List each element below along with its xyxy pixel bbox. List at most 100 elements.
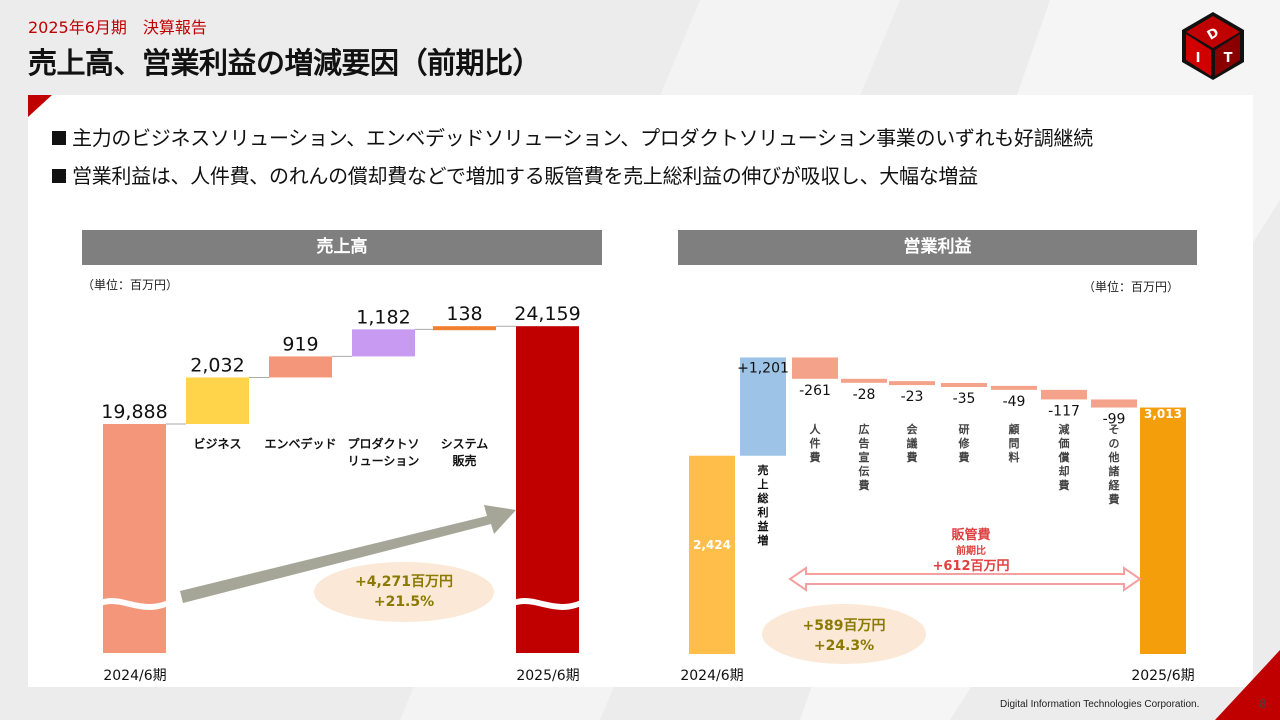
profit-bar-1 (740, 357, 786, 456)
profit-value-label: -261 (799, 383, 831, 399)
axis-break-mark (514, 598, 581, 610)
footer-company: Digital Information Technologies Corpora… (1000, 699, 1200, 710)
profit-category-label: 減 (1059, 422, 1070, 436)
profit-growth-bubble (762, 604, 926, 664)
profit-category-label: 費 (809, 450, 821, 464)
red-corner-accent (28, 95, 52, 117)
profit-value-label: 2,424 (693, 538, 731, 552)
profit-category-label: 売 (758, 463, 769, 477)
sales-growth-rate: +21.5% (374, 594, 434, 610)
sales-category-label: ビジネス (193, 436, 241, 451)
sga-sublabel: 前期比 (956, 544, 986, 557)
sales-category-label: 販売 (452, 453, 476, 468)
sales-x-end-label: 2025/6期 (516, 668, 579, 684)
sales-bar-start (103, 424, 166, 653)
sales-category-label: システム (441, 437, 489, 451)
profit-category-label: 議 (907, 436, 918, 450)
profit-category-label: 料 (1009, 450, 1020, 464)
sales-chart-header: 売上高 (82, 230, 602, 265)
profit-growth-rate: +24.3% (814, 638, 874, 654)
profit-value-label: -49 (1003, 394, 1026, 410)
bullet-1-text: 主力のビジネスソリューション、エンベデッドソリューション、プロダクトソリューショ… (72, 126, 1093, 150)
profit-category-label: 総 (758, 491, 769, 505)
sga-double-arrow (788, 566, 1142, 592)
profit-category-label: そ (1109, 423, 1120, 436)
profit-category-label: 費 (1108, 492, 1120, 506)
profit-bar-3 (841, 378, 887, 383)
profit-category-label: 他 (1108, 450, 1120, 464)
sales-value-label: 19,888 (101, 401, 167, 423)
profit-chart-header: 営業利益 (678, 230, 1197, 265)
profit-category-label: 費 (906, 450, 918, 464)
profit-category-label: 経 (1109, 478, 1121, 492)
sales-value-label: 138 (446, 303, 482, 325)
sga-amount: +612百万円 (932, 559, 1009, 574)
profit-unit-label: （単位：百万円） (1083, 280, 1180, 294)
sales-bar-1 (186, 377, 249, 424)
profit-bar-6 (991, 385, 1037, 390)
report-subtitle: 2025年6月期 決算報告 (28, 18, 207, 37)
profit-category-label: 費 (1058, 478, 1070, 492)
profit-value-label: -117 (1048, 403, 1080, 419)
profit-category-label: 顧 (1009, 422, 1020, 436)
profit-category-label: 会 (907, 422, 919, 436)
profit-value-label: +1,201 (737, 360, 789, 376)
sales-growth-bubble (314, 562, 494, 622)
profit-value-label: -99 (1103, 412, 1126, 428)
profit-category-label: の (1109, 437, 1120, 450)
red-corner-decoration (1215, 650, 1280, 720)
profit-category-label: 修 (958, 436, 971, 450)
page-number: 8 (1259, 697, 1267, 711)
profit-category-label: 件 (810, 436, 821, 450)
sales-category-label: プロダクトソ (347, 436, 419, 451)
bullet-2: 営業利益は、人件費、のれんの償却費などで増加する販管費を売上総利益の伸びが吸収し… (52, 160, 978, 189)
profit-category-label: 研 (959, 423, 970, 436)
profit-bar-8 (1091, 399, 1137, 408)
profit-bar-7 (1041, 389, 1087, 400)
page-title: 売上高、営業利益の増減要因（前期比） (28, 46, 542, 80)
profit-value-label: -28 (853, 387, 876, 403)
profit-category-label: 価 (1058, 436, 1070, 450)
profit-growth-amount: +589百万円 (803, 618, 886, 634)
profit-bar-5 (941, 382, 987, 387)
profit-category-label: 費 (958, 450, 970, 464)
profit-category-label: 問 (1009, 437, 1020, 450)
sales-unit-label: （単位：百万円） (82, 278, 179, 292)
bullet-1: 主力のビジネスソリューション、エンベデッドソリューション、プロダクトソリューショ… (52, 122, 1093, 151)
svg-text:I: I (1196, 51, 1201, 66)
profit-bar-start (689, 455, 735, 654)
bullet-2-text: 営業利益は、人件費、のれんの償却費などで増加する販管費を売上総利益の伸びが吸収し… (72, 164, 978, 188)
sales-category-label: エンベデッド (264, 436, 336, 451)
profit-category-label: 広 (859, 422, 870, 436)
profit-category-label: 償 (1058, 450, 1071, 464)
profit-value-label: -35 (953, 391, 976, 407)
sales-growth-amount: +4,271百万円 (355, 574, 453, 590)
sales-value-label: 1,182 (356, 306, 410, 328)
sales-bar-3 (352, 329, 415, 357)
sales-value-label: 24,159 (514, 303, 580, 325)
profit-category-label: 増 (758, 533, 769, 547)
sales-value-label: 919 (282, 333, 318, 355)
sales-bar-4 (433, 326, 496, 331)
sales-category-label: リューション (348, 454, 420, 468)
axis-break-mark (101, 598, 168, 610)
profit-value-label: -23 (901, 389, 924, 405)
company-logo: D I T (1182, 12, 1244, 80)
sales-x-start-label: 2024/6期 (103, 668, 166, 684)
growth-arrow (180, 505, 516, 603)
profit-x-start-label: 2024/6期 (680, 668, 743, 684)
profit-category-label: 利 (758, 505, 769, 519)
profit-value-label: 3,013 (1144, 407, 1182, 421)
profit-category-label: 人 (810, 422, 822, 436)
profit-category-label: 告 (859, 436, 870, 450)
profit-bar-end (1140, 407, 1186, 654)
sales-bar-2 (269, 356, 332, 378)
profit-bar-2 (792, 357, 838, 379)
profit-category-label: 却 (1059, 464, 1070, 478)
sga-label: 販管費 (951, 527, 990, 543)
profit-category-label: 費 (858, 478, 870, 492)
svg-text:T: T (1224, 51, 1233, 66)
profit-bar-4 (889, 381, 935, 386)
